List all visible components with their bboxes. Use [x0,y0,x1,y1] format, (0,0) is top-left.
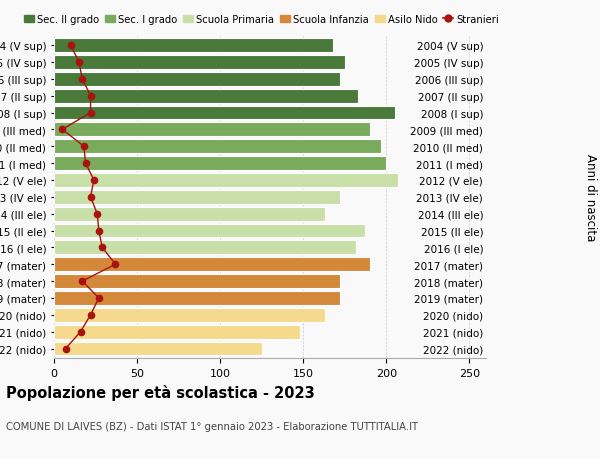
Bar [54,291,340,305]
Bar [54,140,382,154]
Bar [54,274,340,288]
Bar [54,207,325,221]
Bar [54,342,262,356]
Bar [54,325,300,339]
Bar [54,174,398,187]
Bar [54,73,340,86]
Text: COMUNE DI LAIVES (BZ) - Dati ISTAT 1° gennaio 2023 - Elaborazione TUTTITALIA.IT: COMUNE DI LAIVES (BZ) - Dati ISTAT 1° ge… [6,421,418,431]
Bar [54,308,325,322]
Bar [54,241,356,255]
Legend: Sec. II grado, Sec. I grado, Scuola Primaria, Scuola Infanzia, Asilo Nido, Stran: Sec. II grado, Sec. I grado, Scuola Prim… [20,11,503,28]
Bar [54,157,386,171]
Bar [54,190,340,204]
Bar [54,39,333,53]
Bar [54,106,395,120]
Text: Anni di nascita: Anni di nascita [584,154,597,241]
Bar [54,258,370,272]
Text: Popolazione per età scolastica - 2023: Popolazione per età scolastica - 2023 [6,384,315,400]
Bar [54,224,365,238]
Bar [54,56,345,70]
Bar [54,123,370,137]
Bar [54,90,358,103]
